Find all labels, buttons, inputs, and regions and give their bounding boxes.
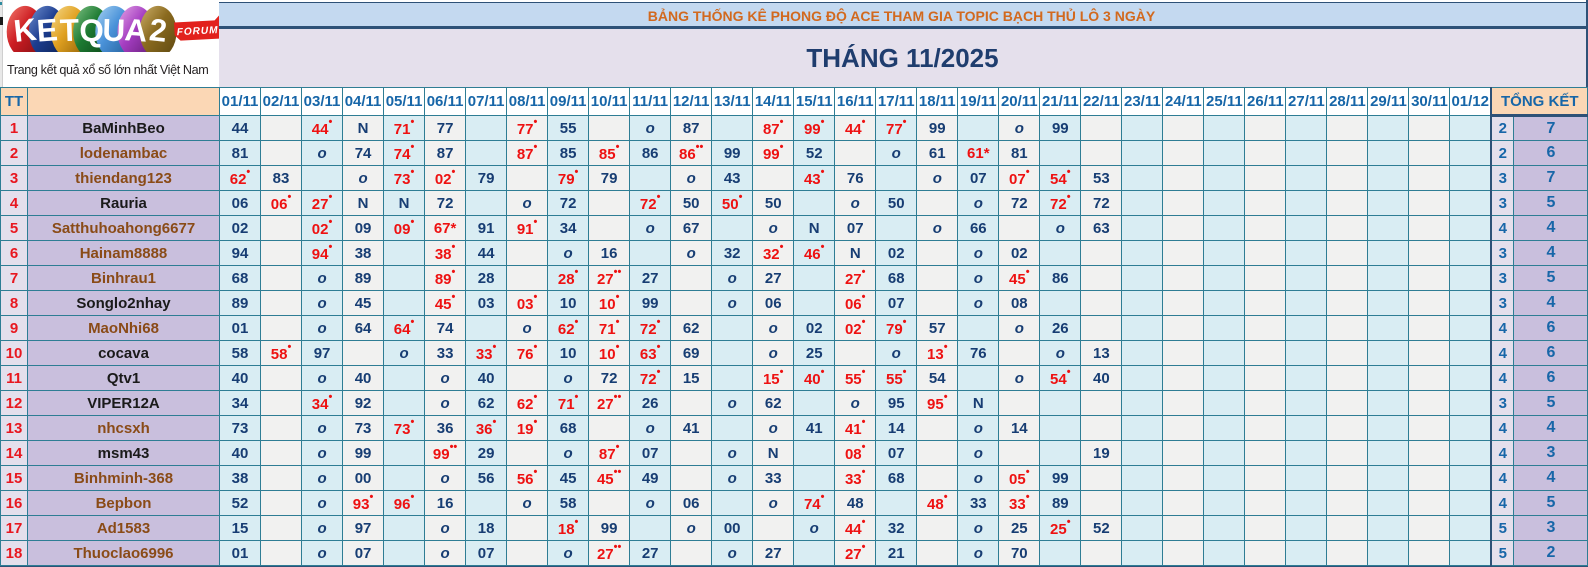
svg-text:2: 2 bbox=[148, 12, 169, 49]
svg-text:A: A bbox=[123, 12, 148, 48]
svg-text:FORUM: FORUM bbox=[176, 25, 218, 38]
svg-text:U: U bbox=[102, 13, 126, 49]
svg-text:K: K bbox=[12, 12, 39, 49]
svg-text:T: T bbox=[59, 13, 79, 49]
svg-text:Q: Q bbox=[79, 13, 103, 48]
svg-text:E: E bbox=[36, 12, 59, 48]
